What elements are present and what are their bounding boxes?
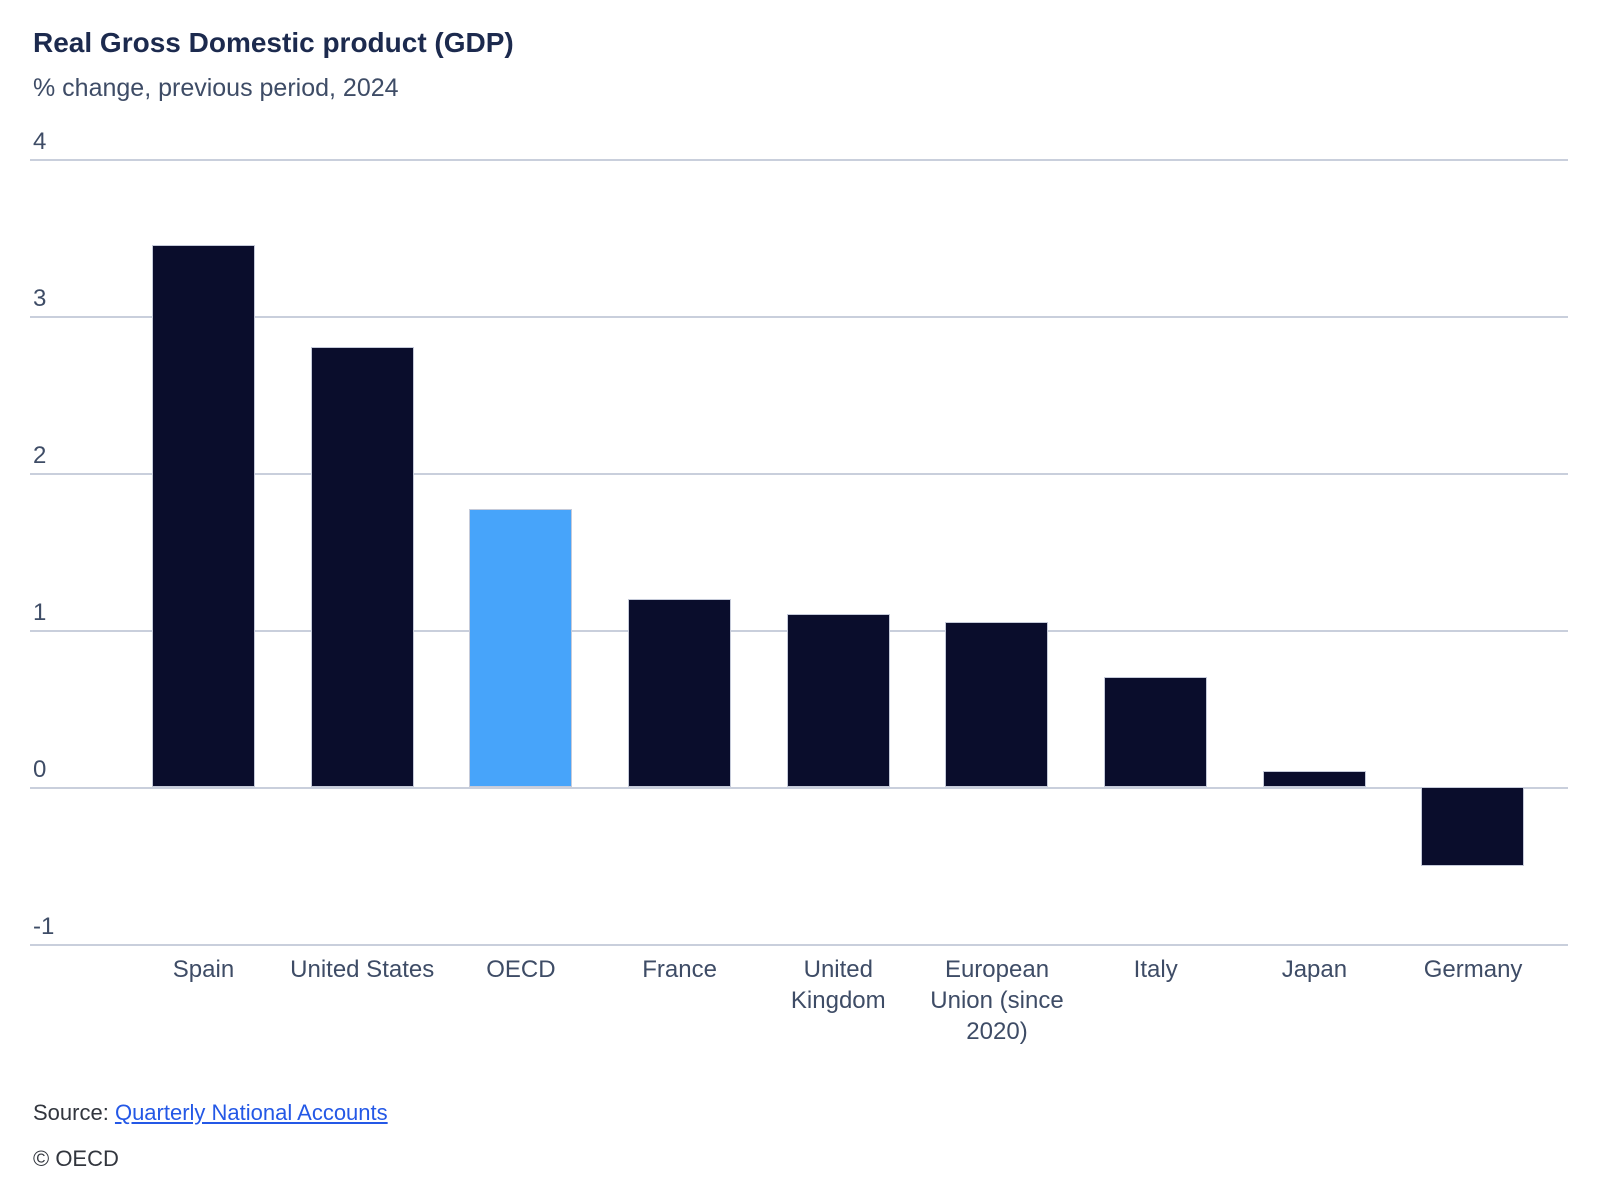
y-tick-label-1: 1 bbox=[33, 599, 47, 626]
bar-united-states[interactable] bbox=[310, 347, 414, 787]
gridline-y--1 bbox=[30, 944, 1568, 946]
x-label-united-kingdom: United Kingdom bbox=[790, 956, 886, 1014]
x-label-germany: Germany bbox=[1423, 956, 1523, 983]
bar-oecd[interactable] bbox=[469, 509, 573, 787]
bar-european-union-since-2020[interactable] bbox=[945, 622, 1049, 787]
y-tick-label-4: 4 bbox=[33, 128, 47, 155]
bar-spain[interactable] bbox=[151, 245, 255, 787]
x-label-italy: Italy bbox=[1133, 956, 1178, 983]
x-label-france: France bbox=[642, 956, 717, 983]
x-label-spain: Spain bbox=[172, 956, 235, 983]
x-label-oecd: OECD bbox=[486, 956, 556, 983]
x-label-japan: Japan bbox=[1281, 956, 1348, 983]
x-label-united-states: United States bbox=[290, 956, 435, 983]
bar-france[interactable] bbox=[627, 598, 731, 787]
bar-germany[interactable] bbox=[1421, 787, 1525, 866]
source-link[interactable]: Quarterly National Accounts bbox=[114, 1100, 388, 1125]
gridline-y-3 bbox=[30, 316, 1568, 318]
gridline-y-2 bbox=[30, 473, 1568, 475]
source-prefix: Source: bbox=[33, 1100, 109, 1125]
y-tick-label--1: -1 bbox=[33, 913, 55, 940]
y-tick-label-0: 0 bbox=[33, 756, 47, 783]
bar-japan[interactable] bbox=[1262, 771, 1366, 787]
x-label-european-union-since-2020: European Union (since 2020) bbox=[930, 956, 1064, 1045]
chart-subtitle: % change, previous period, 2024 bbox=[33, 74, 399, 102]
copyright: © OECD bbox=[33, 1146, 119, 1171]
gridline-y-4 bbox=[30, 159, 1568, 161]
bar-chart-plot: 4 3 2 1 0 -1 Spain United States OECD France Unite… bbox=[30, 128, 1568, 1070]
bar-italy[interactable] bbox=[1104, 677, 1208, 787]
y-tick-label-3: 3 bbox=[33, 285, 47, 312]
source-line: Source: Quarterly National Accounts bbox=[33, 1100, 388, 1126]
bar-united-kingdom[interactable] bbox=[786, 614, 890, 787]
chart-title: Real Gross Domestic product (GDP) bbox=[33, 27, 514, 58]
gridline-y-0 bbox=[30, 787, 1568, 789]
y-tick-label-2: 2 bbox=[33, 442, 47, 469]
